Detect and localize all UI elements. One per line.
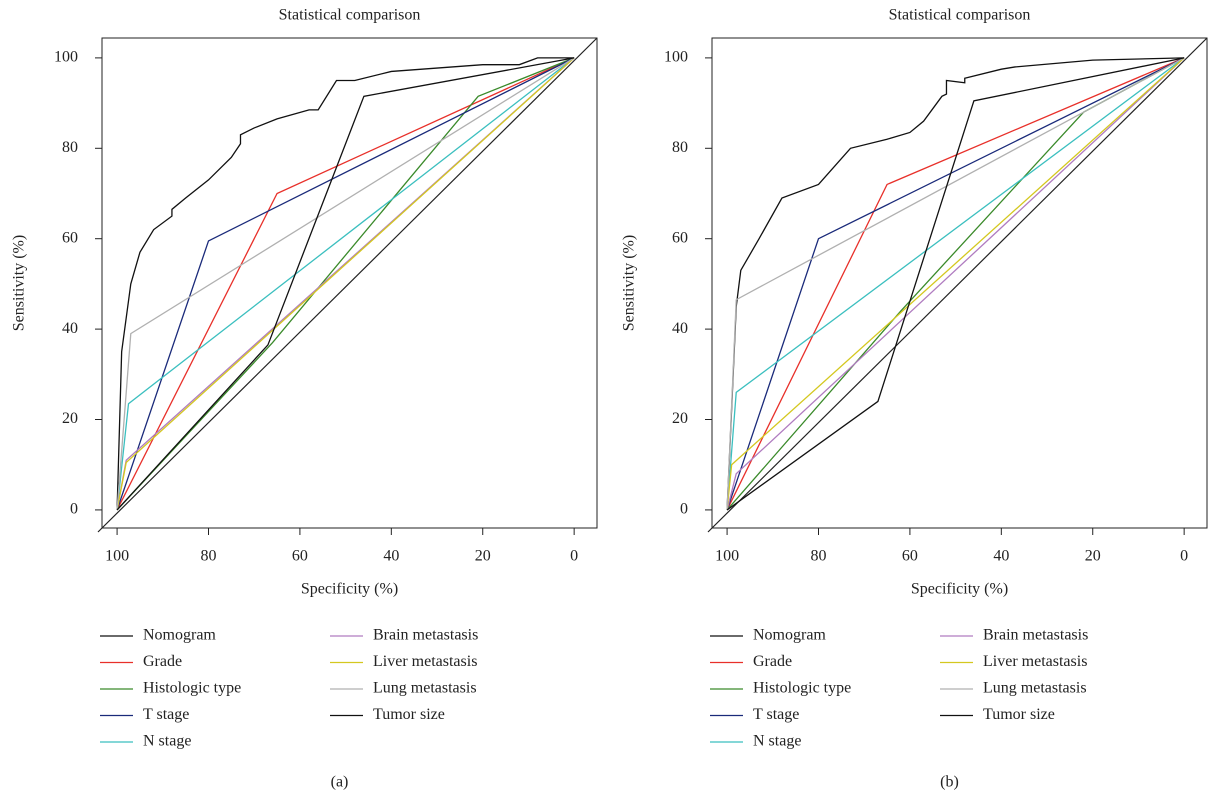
x-tick-label: 60 [292, 548, 308, 565]
legend-label: Lung metastasis [983, 680, 1087, 697]
roc-curve [726, 57, 1185, 510]
y-tick-label: 60 [62, 229, 78, 246]
roc-curve [726, 57, 1185, 510]
y-tick-label: 80 [62, 139, 78, 156]
roc-curve [726, 57, 1185, 510]
plot-frame [711, 37, 1208, 529]
reference-diagonal [97, 37, 598, 533]
legend-label: N stage [753, 733, 801, 750]
legend-label: Grade [143, 653, 182, 670]
y-tick-label: 80 [672, 139, 688, 156]
legend-label: Brain metastasis [983, 627, 1088, 644]
caption: (a) [331, 774, 349, 791]
x-tick-label: 100 [105, 548, 129, 565]
x-tick-label: 20 [1085, 548, 1101, 565]
y-tick-label: 40 [62, 320, 78, 337]
y-tick-label: 0 [70, 501, 78, 518]
x-axis-label: Specificity (%) [911, 581, 1008, 598]
y-tick-label: 60 [672, 229, 688, 246]
legend-label: Tumor size [983, 706, 1055, 723]
legend-label: Lung metastasis [373, 680, 477, 697]
x-tick-label: 100 [715, 548, 739, 565]
roc-curve [726, 57, 1185, 511]
roc-curve [116, 57, 575, 511]
plot-frame [101, 37, 598, 529]
roc-curve [116, 57, 575, 510]
roc-curve [726, 57, 1185, 511]
x-tick-label: 20 [475, 548, 491, 565]
roc-curve [116, 57, 575, 511]
y-axis-label: Sensitivity (%) [621, 235, 638, 331]
caption: (b) [940, 774, 959, 791]
roc-curve [726, 57, 1185, 511]
y-axis-label: Sensitivity (%) [11, 235, 28, 331]
legend-label: N stage [143, 733, 191, 750]
y-tick-label: 0 [680, 501, 688, 518]
roc-curve [116, 57, 575, 511]
legend-label: Histologic type [753, 680, 851, 697]
legend-label: Histologic type [143, 680, 241, 697]
x-tick-label: 0 [570, 548, 578, 565]
y-tick-label: 100 [54, 49, 78, 66]
legend-label: T stage [753, 706, 799, 723]
roc-curve [116, 57, 575, 510]
x-tick-label: 60 [902, 548, 918, 565]
legend-label: Nomogram [753, 627, 826, 644]
x-tick-label: 80 [200, 548, 216, 565]
legend-label: T stage [143, 706, 189, 723]
roc-curve [116, 57, 575, 511]
legend-label: Brain metastasis [373, 627, 478, 644]
legend-label: Grade [753, 653, 792, 670]
chart-title: Statistical comparison [279, 7, 421, 24]
x-tick-label: 80 [810, 548, 826, 565]
x-tick-label: 0 [1180, 548, 1188, 565]
roc-curve [116, 57, 575, 510]
x-tick-label: 40 [993, 548, 1009, 565]
legend-label: Liver metastasis [373, 653, 477, 670]
roc-curve [116, 57, 575, 511]
reference-diagonal [707, 37, 1208, 533]
legend-label: Liver metastasis [983, 653, 1087, 670]
roc-curve [726, 57, 1185, 511]
roc-curve [726, 57, 1185, 510]
roc-curve [116, 57, 575, 511]
legend-label: Nomogram [143, 627, 216, 644]
y-tick-label: 100 [664, 49, 688, 66]
y-tick-label: 40 [672, 320, 688, 337]
y-tick-label: 20 [62, 410, 78, 427]
y-tick-label: 20 [672, 410, 688, 427]
legend-label: Tumor size [373, 706, 445, 723]
x-tick-label: 40 [383, 548, 399, 565]
chart-title: Statistical comparison [889, 7, 1031, 24]
roc-curve [726, 57, 1185, 511]
x-axis-label: Specificity (%) [301, 581, 398, 598]
